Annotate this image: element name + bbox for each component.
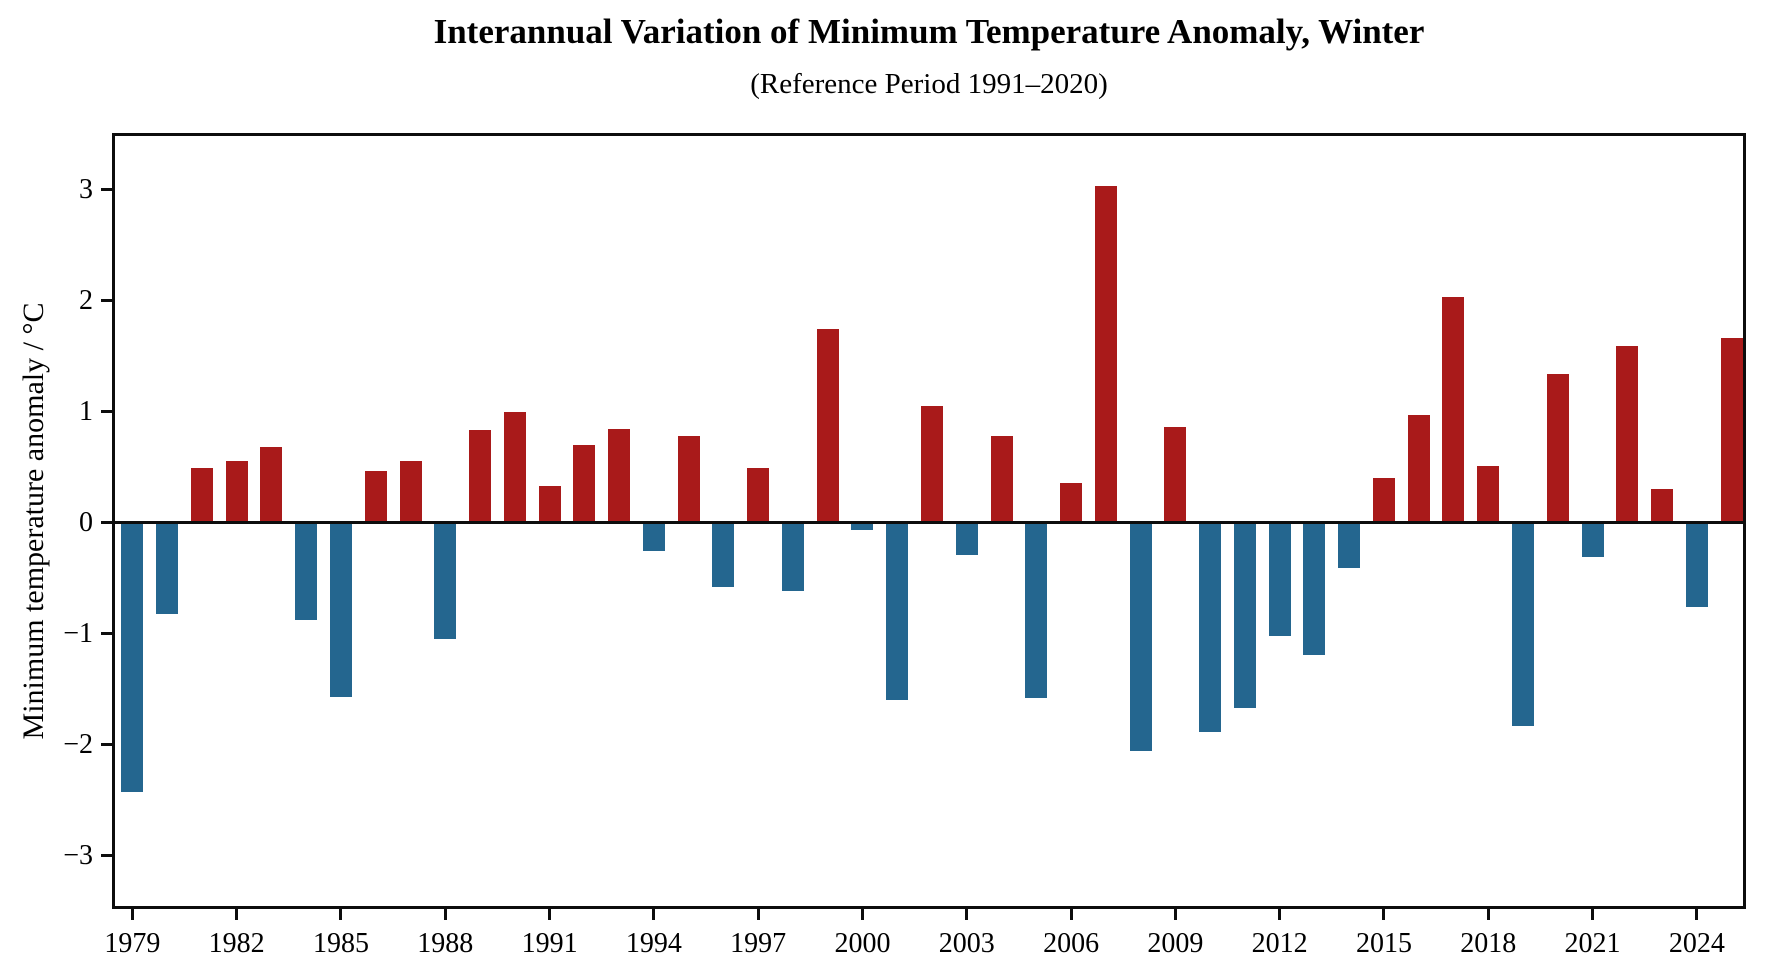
y-tick-label-3: 3: [79, 173, 93, 205]
x-tick-2021: [1591, 909, 1595, 920]
bar-2014: [1338, 522, 1361, 568]
x-tick-label-2012: 2012: [1251, 928, 1308, 959]
bar-2010: [1199, 522, 1222, 733]
chart-title: Interannual Variation of Minimum Tempera…: [433, 12, 1425, 51]
x-tick-label-1985: 1985: [312, 928, 369, 959]
plot-area: 3 2 1 0 −1 −2 −3 1979 1982 1985 1988 1991 1994 1997 20…: [63, 133, 1746, 959]
x-tick-1979: [130, 909, 134, 920]
x-tick-label-1991: 1991: [521, 928, 578, 959]
bar-1988: [434, 522, 457, 640]
y-tick-label-2: 2: [79, 284, 93, 316]
y-tick-0: [101, 521, 112, 524]
bar-2022: [1616, 346, 1639, 523]
bar-1981: [190, 468, 213, 523]
bar-2016: [1407, 414, 1430, 523]
y-tick-1: [101, 410, 112, 413]
bar-2021: [1581, 522, 1604, 557]
bar-2006: [1060, 482, 1083, 523]
y-tick-label--3: −3: [63, 839, 93, 871]
y-tick--3: [101, 854, 112, 857]
bar-1980: [156, 522, 179, 614]
x-tick-label-1994: 1994: [625, 928, 682, 959]
y-tick-label--1: −1: [63, 617, 93, 649]
bar-1996: [712, 522, 735, 587]
x-tick-2009: [1173, 909, 1177, 920]
bar-1984: [295, 522, 318, 621]
x-tick-1985: [339, 909, 343, 920]
bar-1993: [608, 429, 631, 523]
y-tick-3: [101, 188, 112, 191]
y-tick-2: [101, 299, 112, 302]
bar-1999: [816, 329, 839, 523]
x-tick-label-2009: 2009: [1147, 928, 1204, 959]
bar-2007: [1094, 186, 1117, 523]
x-tick-label-2024: 2024: [1668, 928, 1725, 959]
chart-subtitle: (Reference Period 1991–2020): [750, 68, 1108, 100]
bar-2004: [990, 435, 1013, 523]
x-tick-2000: [860, 909, 864, 920]
x-tick-label-2000: 2000: [834, 928, 891, 959]
x-tick-label-1988: 1988: [417, 928, 474, 959]
x-tick-label-2015: 2015: [1355, 928, 1412, 959]
x-tick-label-2021: 2021: [1564, 928, 1621, 959]
bar-1998: [781, 522, 804, 592]
x-tick-1997: [756, 909, 760, 920]
bar-1989: [469, 430, 492, 523]
bar-2025: [1720, 338, 1743, 523]
x-tick-2015: [1382, 909, 1386, 920]
x-tick-2018: [1486, 909, 1490, 920]
bar-2012: [1268, 522, 1291, 636]
bar-2017: [1442, 297, 1465, 523]
bar-2005: [1025, 522, 1048, 698]
bar-1997: [747, 468, 770, 523]
x-tick-2012: [1278, 909, 1282, 920]
bar-2003: [955, 522, 978, 555]
bar-2013: [1303, 522, 1326, 655]
y-tick-label-1: 1: [79, 395, 93, 427]
x-tick-label-2003: 2003: [938, 928, 995, 959]
zero-axis-line: [115, 521, 1743, 524]
bar-2024: [1685, 522, 1708, 607]
bar-2008: [1129, 522, 1152, 752]
bar-2001: [886, 522, 909, 701]
bar-2020: [1546, 373, 1569, 523]
bar-1983: [260, 447, 283, 523]
x-tick-1994: [652, 909, 656, 920]
bar-1979: [121, 522, 144, 793]
bar-2023: [1651, 489, 1674, 523]
x-tick-2006: [1069, 909, 1073, 920]
bar-2000: [851, 522, 874, 531]
bar-2019: [1512, 522, 1535, 726]
bar-2018: [1477, 465, 1500, 523]
x-tick-label-2006: 2006: [1043, 928, 1100, 959]
y-tick--2: [101, 743, 112, 746]
x-tick-2024: [1695, 909, 1699, 920]
bar-2011: [1233, 522, 1256, 708]
bar-1991: [538, 485, 561, 523]
y-tick-label--2: −2: [63, 728, 93, 760]
bar-1994: [642, 522, 665, 552]
x-tick-label-1979: 1979: [104, 928, 161, 959]
bar-1987: [399, 461, 422, 523]
bar-1985: [329, 522, 352, 697]
bar-2015: [1372, 478, 1395, 523]
bar-1986: [364, 471, 387, 523]
x-tick-1982: [235, 909, 239, 920]
bar-2009: [1164, 427, 1187, 523]
bar-2002: [921, 405, 943, 523]
y-tick--1: [101, 632, 112, 635]
x-tick-1988: [443, 909, 447, 920]
bar-1995: [677, 435, 700, 523]
x-tick-1991: [548, 909, 552, 920]
x-tick-label-1997: 1997: [730, 928, 787, 959]
bar-1982: [225, 461, 248, 523]
bar-1992: [573, 444, 596, 523]
x-tick-label-1982: 1982: [208, 928, 265, 959]
x-tick-2003: [965, 909, 969, 920]
y-tick-label-0: 0: [79, 506, 93, 538]
bar-1990: [503, 411, 526, 523]
x-tick-label-2018: 2018: [1460, 928, 1517, 959]
